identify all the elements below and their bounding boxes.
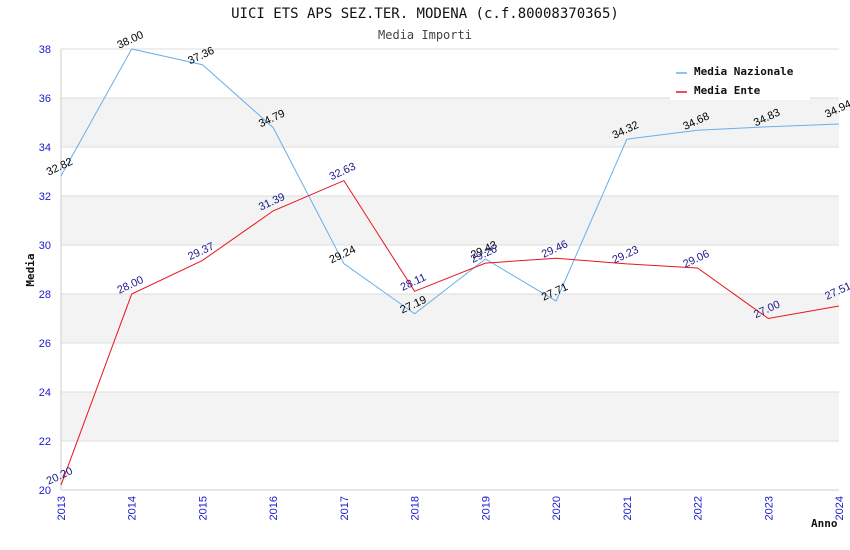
data-label-media-ente: 29.06 <box>681 248 711 271</box>
grid-bands <box>61 98 839 441</box>
y-tick-label: 24 <box>39 387 51 399</box>
x-tick-label: 2018 <box>410 496 422 520</box>
series-line-media-ente <box>60 179 840 486</box>
x-tick-label: 2015 <box>197 496 209 520</box>
grid-lines <box>61 48 839 491</box>
y-tick-label: 34 <box>39 142 51 154</box>
x-tick-label: 2023 <box>763 496 775 520</box>
x-tick-label: 2019 <box>480 496 492 520</box>
x-tick-label: 2022 <box>693 496 705 520</box>
data-label-media-ente: 20.20 <box>45 465 75 488</box>
chart-title: UICI ETS APS SEZ.TER. MODENA (c.f.800083… <box>231 6 619 22</box>
x-tick-label: 2017 <box>339 496 351 520</box>
y-axis-label: Media <box>24 253 37 286</box>
legend-label-media-ente: Media Ente <box>694 84 761 97</box>
y-tick-label: 28 <box>39 289 51 301</box>
x-tick-labels: 2013 2014 2015 2016 2017 2018 2019 2020 2021 2022… <box>56 496 846 520</box>
x-axis-label: Anno <box>811 517 838 530</box>
data-label-media-nazionale: 37.36 <box>186 45 216 68</box>
series-line-media-nazionale <box>60 48 840 315</box>
data-label-media-ente: 28.11 <box>399 272 428 294</box>
x-tick-label: 2021 <box>622 496 634 520</box>
y-tick-label: 36 <box>39 93 51 105</box>
data-label-media-nazionale: 32.82 <box>45 156 75 179</box>
y-tick-label: 22 <box>39 436 51 448</box>
y-tick-label: 26 <box>39 338 51 350</box>
chart-subtitle: Media Importi <box>378 28 472 42</box>
data-label-media-nazionale: 38.00 <box>115 29 145 52</box>
data-label-media-ente: 28.00 <box>115 274 145 297</box>
x-tick-label: 2016 <box>268 496 280 520</box>
legend: Media Nazionale Media Ente <box>670 60 810 100</box>
y-tick-label: 30 <box>39 240 51 252</box>
legend-label-media-nazionale: Media Nazionale <box>694 65 794 78</box>
x-tick-label: 2024 <box>834 496 846 520</box>
grid-band <box>61 294 839 343</box>
y-tick-labels: 20 22 24 26 28 30 32 34 36 38 <box>39 44 51 497</box>
grid-band <box>61 196 839 245</box>
grid-band <box>61 392 839 441</box>
grid-band <box>61 98 839 147</box>
data-label-media-ente: 29.23 <box>611 244 641 267</box>
y-tick-label: 38 <box>39 44 51 56</box>
axes <box>60 49 839 491</box>
x-tick-label: 2014 <box>127 496 139 520</box>
x-tick-label: 2013 <box>56 496 68 520</box>
y-tick-label: 20 <box>39 485 51 497</box>
legend-background <box>670 60 810 100</box>
y-tick-label: 32 <box>39 191 51 203</box>
data-label-media-nazionale: 29.24 <box>328 244 358 267</box>
series-lines <box>60 48 840 486</box>
x-tick-label: 2020 <box>551 496 563 520</box>
data-label-media-ente: 32.63 <box>328 161 358 184</box>
